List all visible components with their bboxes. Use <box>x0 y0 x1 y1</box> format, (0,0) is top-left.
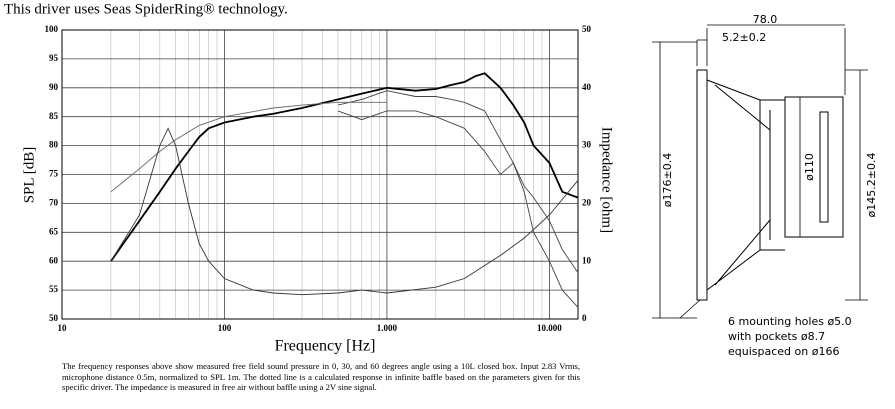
y-tick-label: 70 <box>49 197 59 207</box>
y2-tick-label: 40 <box>582 82 592 92</box>
y-tick-label: 75 <box>49 169 59 179</box>
hole-note: equispaced on ø166 <box>728 345 839 358</box>
y-tick-label: 95 <box>49 53 59 63</box>
series-line <box>337 90 579 274</box>
y2-tick-label: 10 <box>582 255 592 265</box>
front-plate <box>696 69 708 301</box>
y-tick-label: 50 <box>49 313 59 323</box>
y2-axis-label: Impedance [ohm] <box>599 127 615 233</box>
hole-note: 6 mounting holes ø5.0 <box>728 315 852 328</box>
y-tick-label: 55 <box>49 284 59 294</box>
pole <box>819 111 829 223</box>
y-tick-label: 100 <box>45 24 59 34</box>
y-tick-label: 65 <box>49 226 59 236</box>
x-tick-label: 1.000 <box>377 323 398 333</box>
x-axis-label: Frequency [Hz] <box>275 338 376 355</box>
magnet <box>784 96 844 238</box>
dim-magnet: ø110 <box>803 153 816 181</box>
y-tick-label: 90 <box>49 82 59 92</box>
hole-note: with pockets ø8.7 <box>728 330 825 343</box>
header: This driver uses Seas SpiderRing® techno… <box>4 1 288 17</box>
x-tick-label: 10 <box>58 323 68 333</box>
plot-frame <box>61 29 579 320</box>
y-tick-label: 80 <box>49 140 59 150</box>
dim-cutout: ø145.2±0.4 <box>865 153 878 218</box>
y2-tick-label: 0 <box>582 313 587 323</box>
caption: The frequency responses above show measu… <box>62 361 580 392</box>
y2-tick-label: 30 <box>582 140 592 150</box>
series-line <box>337 110 579 308</box>
y-tick-label: 85 <box>49 111 59 121</box>
x-tick-label: 100 <box>218 323 232 333</box>
y-axis-label: SPL [dB] <box>21 147 37 204</box>
x-tick-label: 10.000 <box>537 323 562 333</box>
driver-drawing <box>652 24 868 319</box>
dimension-lines <box>652 24 868 319</box>
series-line <box>110 127 579 296</box>
y-tick-label: 60 <box>49 255 59 265</box>
series-line <box>110 101 387 193</box>
series-line <box>110 72 579 262</box>
dim-plate: 5.2±0.2 <box>722 31 766 44</box>
y2-tick-label: 50 <box>582 24 592 34</box>
dim-depth: 78.0 <box>753 13 778 26</box>
basket <box>706 79 785 291</box>
y2-tick-label: 20 <box>582 197 592 207</box>
dim-outer: ø176±0.4 <box>661 153 674 207</box>
